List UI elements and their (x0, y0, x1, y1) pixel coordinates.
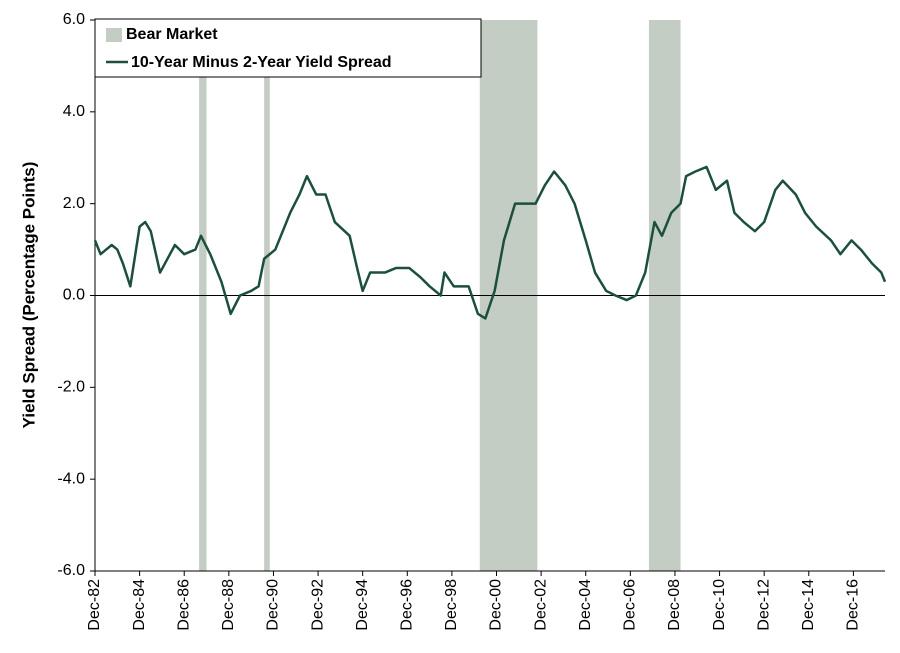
y-tick-label: -6.0 (57, 562, 85, 579)
legend-label: 10-Year Minus 2-Year Yield Spread (131, 54, 392, 71)
x-tick-label: Dec-98 (443, 579, 460, 631)
x-tick-label: Dec-94 (354, 579, 371, 631)
spread-line (93, 165, 887, 320)
legend-swatch-band (106, 28, 122, 42)
x-tick-label: Dec-88 (220, 579, 237, 631)
x-tick-label: Dec-12 (755, 579, 772, 631)
y-tick-label: 4.0 (63, 103, 85, 120)
legend-label: Bear Market (126, 26, 218, 43)
y-tick-label: 0.0 (63, 287, 85, 304)
x-tick-label: Dec-92 (309, 579, 326, 631)
x-tick-label: Dec-04 (577, 579, 594, 631)
y-tick-label: -4.0 (57, 470, 85, 487)
x-tick-label: Dec-10 (711, 579, 728, 631)
x-tick-label: Dec-86 (175, 579, 192, 631)
y-tick-label: 6.0 (63, 11, 85, 28)
legend-box (94, 18, 482, 78)
x-tick-label: Dec-00 (488, 579, 505, 631)
y-tick-label: -2.0 (57, 379, 85, 396)
x-tick-label: Dec-02 (532, 579, 549, 631)
x-tick-label: Dec-96 (399, 579, 416, 631)
x-tick-label: Dec-06 (622, 579, 639, 631)
x-tick-label: Dec-84 (131, 579, 148, 631)
y-tick-label: 2.0 (63, 195, 85, 212)
x-tick-label: Dec-16 (845, 579, 862, 631)
y-axis-title: Yield Spread (Percentage Points) (19, 162, 38, 429)
x-tick-label: Dec-08 (666, 579, 683, 631)
x-tick-label: Dec-82 (86, 579, 103, 631)
x-tick-label: Dec-90 (265, 579, 282, 631)
x-tick-label: Dec-14 (800, 579, 817, 631)
